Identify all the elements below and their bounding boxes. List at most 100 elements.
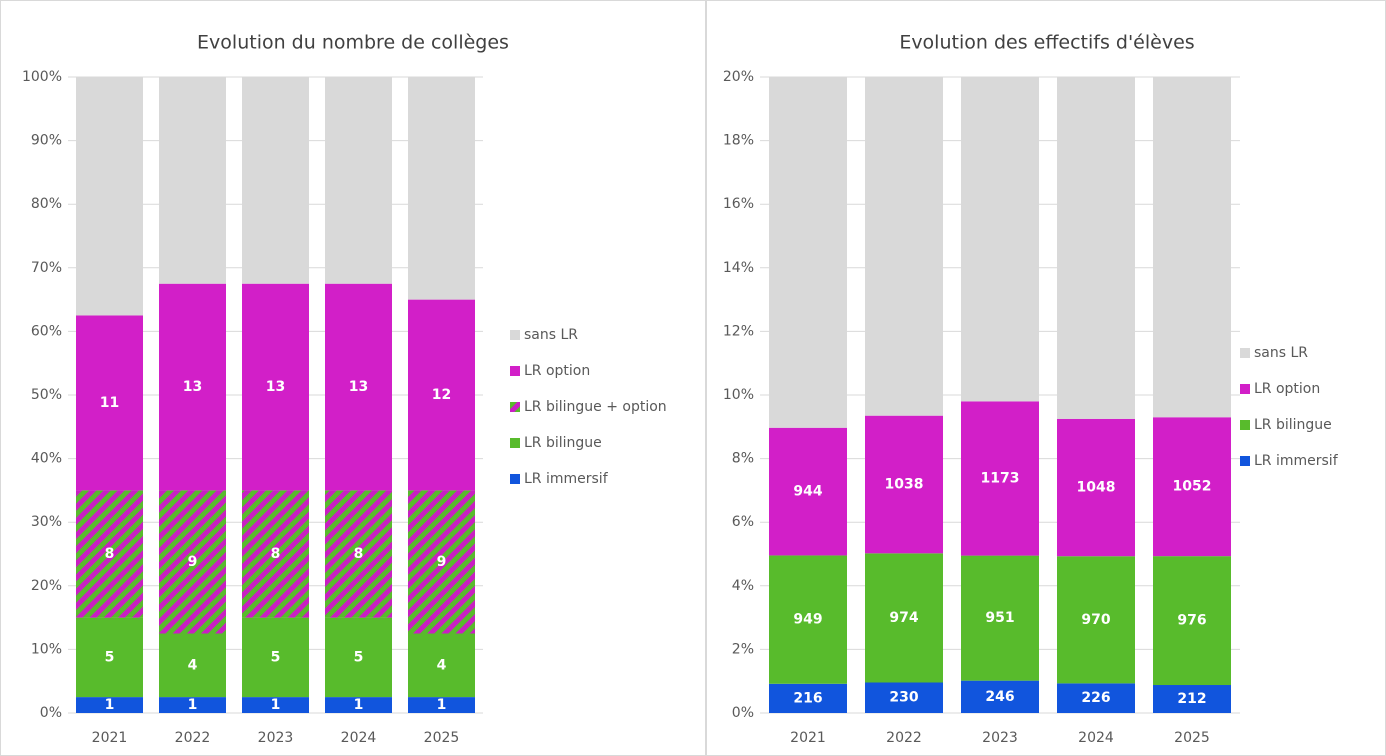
bar-segment <box>1153 77 1231 418</box>
bar-segment <box>1057 77 1135 419</box>
x-tick-label: 2024 <box>1078 730 1114 746</box>
bar-segment <box>961 555 1039 681</box>
x-tick-label: 2023 <box>258 730 294 746</box>
data-label: 1 <box>105 697 115 713</box>
bar-segment <box>76 490 143 618</box>
data-label: 951 <box>985 610 1014 626</box>
data-label: 4 <box>188 657 198 673</box>
y-tick-label: 70% <box>31 260 62 276</box>
bar-segment <box>76 315 143 491</box>
legend-label: sans LR <box>524 327 578 343</box>
data-label: 212 <box>1177 691 1206 707</box>
legend-label: LR bilingue + option <box>524 399 667 415</box>
data-label: 970 <box>1081 612 1110 628</box>
legend-label: LR bilingue <box>524 435 602 451</box>
bar-segment <box>76 617 143 698</box>
bar-segment <box>325 283 392 491</box>
y-tick-label: 30% <box>31 514 62 530</box>
legend-swatch <box>1240 456 1250 466</box>
x-tick-label: 2025 <box>1174 730 1210 746</box>
legend-swatch <box>1240 420 1250 430</box>
data-label: 11 <box>100 395 119 411</box>
bar-segment <box>865 553 943 683</box>
legend-label: LR bilingue <box>1254 417 1332 433</box>
legend-swatch <box>510 366 520 376</box>
legend-label: LR immersif <box>524 471 609 487</box>
bar-segment <box>769 427 847 556</box>
bar-segment <box>1057 418 1135 557</box>
data-label: 216 <box>793 690 822 706</box>
bar-segment <box>325 697 392 713</box>
legend-label: LR option <box>524 363 590 379</box>
bar-segment <box>961 401 1039 556</box>
bar-segment <box>408 697 475 713</box>
bar-segment <box>76 77 143 316</box>
bar-segment <box>242 283 309 491</box>
data-label: 1052 <box>1173 479 1212 495</box>
legend-label: sans LR <box>1254 345 1308 361</box>
legend-swatch <box>1240 348 1250 358</box>
data-label: 1 <box>188 697 198 713</box>
bar-segment <box>1057 683 1135 713</box>
legend-swatch <box>510 474 520 484</box>
y-tick-label: 0% <box>732 705 754 721</box>
y-tick-label: 60% <box>31 323 62 339</box>
y-tick-label: 10% <box>31 641 62 657</box>
chart-title: Evolution des effectifs d'élèves <box>899 32 1194 54</box>
data-label: 1 <box>437 697 447 713</box>
data-label: 230 <box>889 690 918 706</box>
bar-segment <box>325 77 392 284</box>
data-label: 974 <box>889 610 918 626</box>
x-tick-label: 2021 <box>92 730 128 746</box>
legend-swatch <box>510 438 520 448</box>
x-tick-label: 2022 <box>175 730 211 746</box>
y-tick-label: 20% <box>723 69 754 85</box>
bar-segment <box>408 299 475 491</box>
legend-label: LR immersif <box>1254 453 1339 469</box>
bar-segment <box>1153 417 1231 557</box>
bar-segment <box>242 77 309 284</box>
data-label: 1048 <box>1077 480 1116 496</box>
bar-segment <box>242 697 309 713</box>
y-tick-label: 20% <box>31 578 62 594</box>
data-label: 5 <box>105 649 115 665</box>
data-label: 976 <box>1177 613 1206 629</box>
bar-segment <box>769 77 847 428</box>
chart-title: Evolution du nombre de collèges <box>197 32 509 54</box>
data-label: 949 <box>793 612 822 628</box>
y-tick-label: 10% <box>723 387 754 403</box>
data-label: 13 <box>266 379 285 395</box>
data-label: 9 <box>437 554 447 570</box>
y-tick-label: 12% <box>723 323 754 339</box>
bar-segment <box>1153 556 1231 686</box>
data-label: 1 <box>354 697 364 713</box>
data-label: 8 <box>105 546 115 562</box>
bar-segment <box>159 283 226 491</box>
y-tick-label: 2% <box>732 641 754 657</box>
bar-segment <box>159 77 226 284</box>
x-tick-label: 2025 <box>424 730 460 746</box>
bar-segment <box>865 415 943 554</box>
x-tick-label: 2024 <box>341 730 377 746</box>
bar-segment <box>408 633 475 698</box>
data-label: 1038 <box>885 477 924 493</box>
bar-segment <box>242 617 309 698</box>
bar-segment <box>242 490 309 618</box>
bar-segment <box>159 490 226 634</box>
bar-segment <box>325 490 392 618</box>
bar-segment <box>961 680 1039 713</box>
bar-segment <box>865 682 943 713</box>
data-label: 226 <box>1081 690 1110 706</box>
data-label: 5 <box>354 649 364 665</box>
y-tick-label: 8% <box>732 451 754 467</box>
data-label: 5 <box>271 649 281 665</box>
legend-swatch <box>510 330 520 340</box>
data-label: 1 <box>271 697 281 713</box>
y-tick-label: 80% <box>31 196 62 212</box>
bar-segment <box>325 617 392 698</box>
data-label: 12 <box>432 387 451 403</box>
x-tick-label: 2022 <box>886 730 922 746</box>
bar-segment <box>76 697 143 713</box>
bar-segment <box>408 490 475 634</box>
y-tick-label: 50% <box>31 387 62 403</box>
